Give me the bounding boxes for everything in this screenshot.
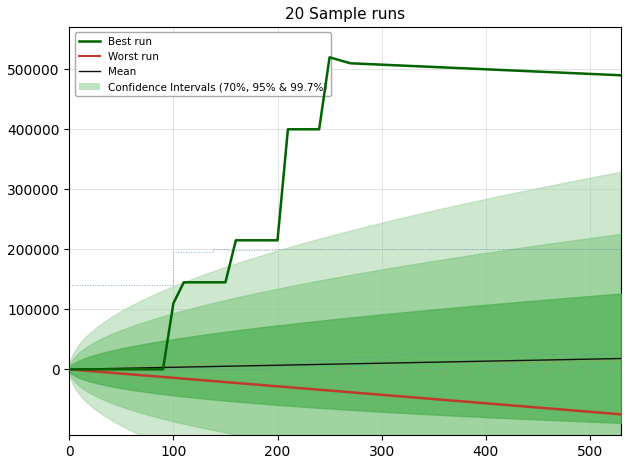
Legend: Best run, Worst run, Mean, Confidence Intervals (70%, 95% & 99.7%): Best run, Worst run, Mean, Confidence In… xyxy=(75,33,332,96)
Title: 20 Sample runs: 20 Sample runs xyxy=(285,7,405,22)
